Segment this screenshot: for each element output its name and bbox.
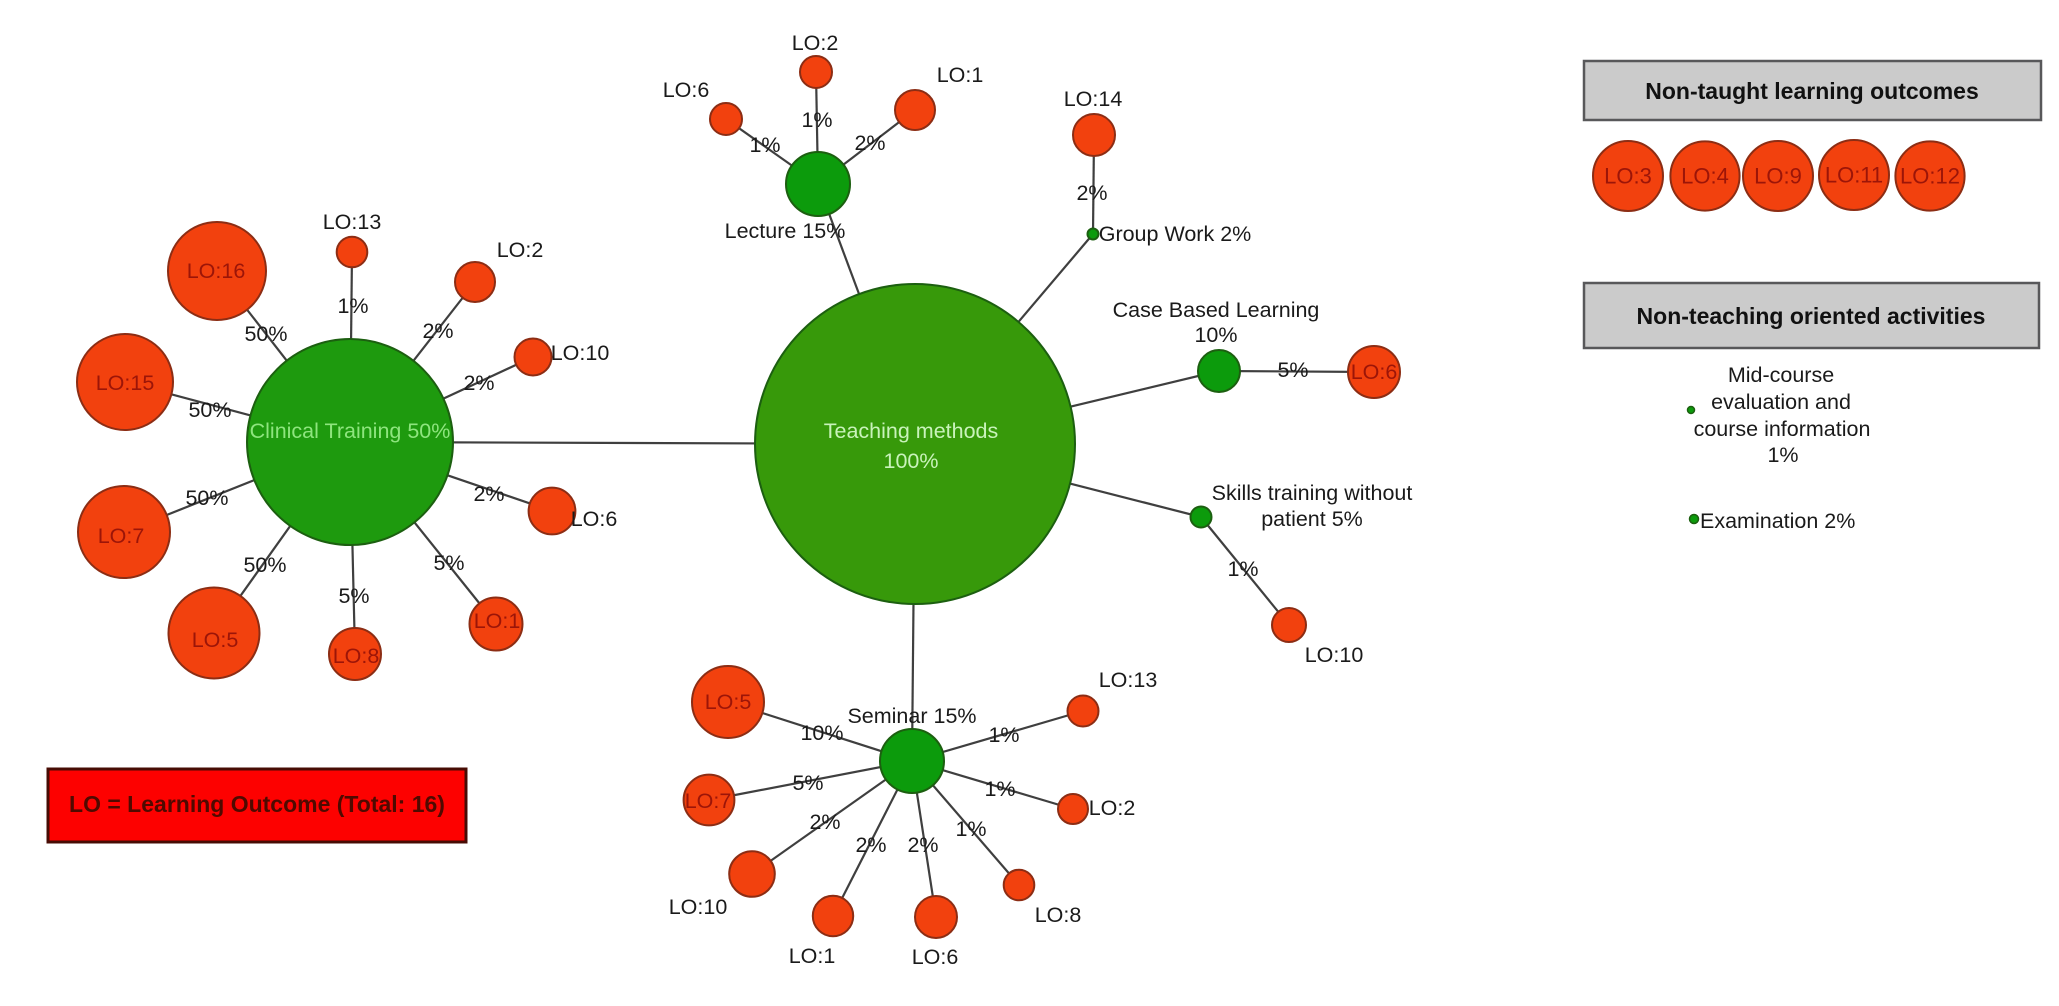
svg-text:2%: 2%: [907, 833, 938, 857]
svg-text:50%: 50%: [244, 322, 287, 346]
svg-text:LO:9: LO:9: [1754, 164, 1802, 189]
svg-text:1%: 1%: [1227, 557, 1258, 581]
svg-text:Clinical Training 50%: Clinical Training 50%: [250, 419, 451, 443]
svg-text:2%: 2%: [854, 131, 885, 155]
svg-text:5%: 5%: [1277, 358, 1308, 382]
svg-text:LO:2: LO:2: [1089, 796, 1136, 820]
svg-text:LO:5: LO:5: [705, 690, 752, 714]
svg-text:Non-taught learning outcomes: Non-taught learning outcomes: [1645, 78, 1979, 104]
svg-text:LO:7: LO:7: [685, 789, 732, 813]
svg-text:5%: 5%: [338, 584, 369, 608]
svg-text:LO:11: LO:11: [1825, 163, 1883, 188]
svg-text:evaluation and: evaluation and: [1711, 390, 1851, 414]
svg-text:LO:4: LO:4: [1681, 164, 1729, 189]
svg-text:1%: 1%: [749, 133, 780, 157]
svg-text:1%: 1%: [984, 777, 1015, 801]
svg-text:1%: 1%: [337, 294, 368, 318]
svg-text:LO:10: LO:10: [1305, 643, 1364, 667]
svg-text:LO:16: LO:16: [187, 259, 246, 283]
svg-text:Lecture 15%: Lecture 15%: [725, 219, 846, 243]
svg-text:LO:6: LO:6: [912, 945, 959, 969]
svg-text:LO:5: LO:5: [192, 628, 239, 652]
svg-text:1%: 1%: [801, 108, 832, 132]
svg-text:2%: 2%: [809, 810, 840, 834]
svg-text:course information: course information: [1694, 417, 1871, 441]
svg-text:LO:15: LO:15: [96, 371, 155, 395]
svg-text:1%: 1%: [1767, 443, 1798, 467]
svg-text:5%: 5%: [433, 551, 464, 575]
svg-text:2%: 2%: [855, 833, 886, 857]
svg-text:Group Work 2%: Group Work 2%: [1099, 222, 1252, 246]
svg-text:Seminar 15%: Seminar 15%: [847, 704, 976, 728]
svg-text:LO:2: LO:2: [792, 31, 839, 55]
svg-text:LO:3: LO:3: [1604, 164, 1652, 189]
svg-text:LO:13: LO:13: [323, 210, 382, 234]
svg-text:50%: 50%: [185, 486, 228, 510]
svg-text:1%: 1%: [955, 817, 986, 841]
svg-text:2%: 2%: [463, 371, 494, 395]
svg-text:LO:6: LO:6: [571, 507, 618, 531]
svg-text:Mid-course: Mid-course: [1728, 363, 1834, 387]
svg-text:LO:6: LO:6: [663, 78, 710, 102]
svg-text:LO:12: LO:12: [1900, 164, 1960, 189]
svg-text:LO:10: LO:10: [551, 341, 610, 365]
svg-text:Skills training without: Skills training without: [1212, 481, 1413, 505]
svg-text:50%: 50%: [243, 553, 286, 577]
svg-text:patient 5%: patient 5%: [1261, 507, 1363, 531]
svg-text:2%: 2%: [473, 482, 504, 506]
svg-text:1%: 1%: [988, 723, 1019, 747]
svg-text:10%: 10%: [800, 721, 843, 745]
svg-text:LO:1: LO:1: [789, 944, 836, 968]
svg-text:2%: 2%: [1076, 181, 1107, 205]
svg-text:LO:2: LO:2: [497, 238, 544, 262]
svg-text:LO:8: LO:8: [333, 644, 380, 668]
svg-text:LO:8: LO:8: [1035, 903, 1082, 927]
svg-text:LO:10: LO:10: [669, 895, 728, 919]
svg-text:100%: 100%: [884, 449, 939, 473]
svg-text:10%: 10%: [1194, 323, 1237, 347]
svg-text:Non-teaching oriented activiti: Non-teaching oriented activities: [1637, 303, 1986, 329]
svg-text:2%: 2%: [422, 319, 453, 343]
svg-text:LO = Learning Outcome (Total:: LO = Learning Outcome (Total: 16): [69, 791, 445, 817]
svg-text:LO:14: LO:14: [1064, 87, 1123, 111]
svg-text:Examination 2%: Examination 2%: [1700, 509, 1855, 533]
svg-text:LO:13: LO:13: [1099, 668, 1158, 692]
svg-text:Case Based Learning: Case Based Learning: [1113, 298, 1320, 322]
svg-text:LO:6: LO:6: [1351, 360, 1398, 384]
svg-text:LO:1: LO:1: [474, 609, 521, 633]
svg-text:LO:7: LO:7: [98, 524, 145, 548]
svg-text:50%: 50%: [188, 398, 231, 422]
svg-text:5%: 5%: [792, 771, 823, 795]
svg-text:LO:1: LO:1: [937, 63, 984, 87]
svg-text:Teaching methods: Teaching methods: [824, 419, 999, 443]
